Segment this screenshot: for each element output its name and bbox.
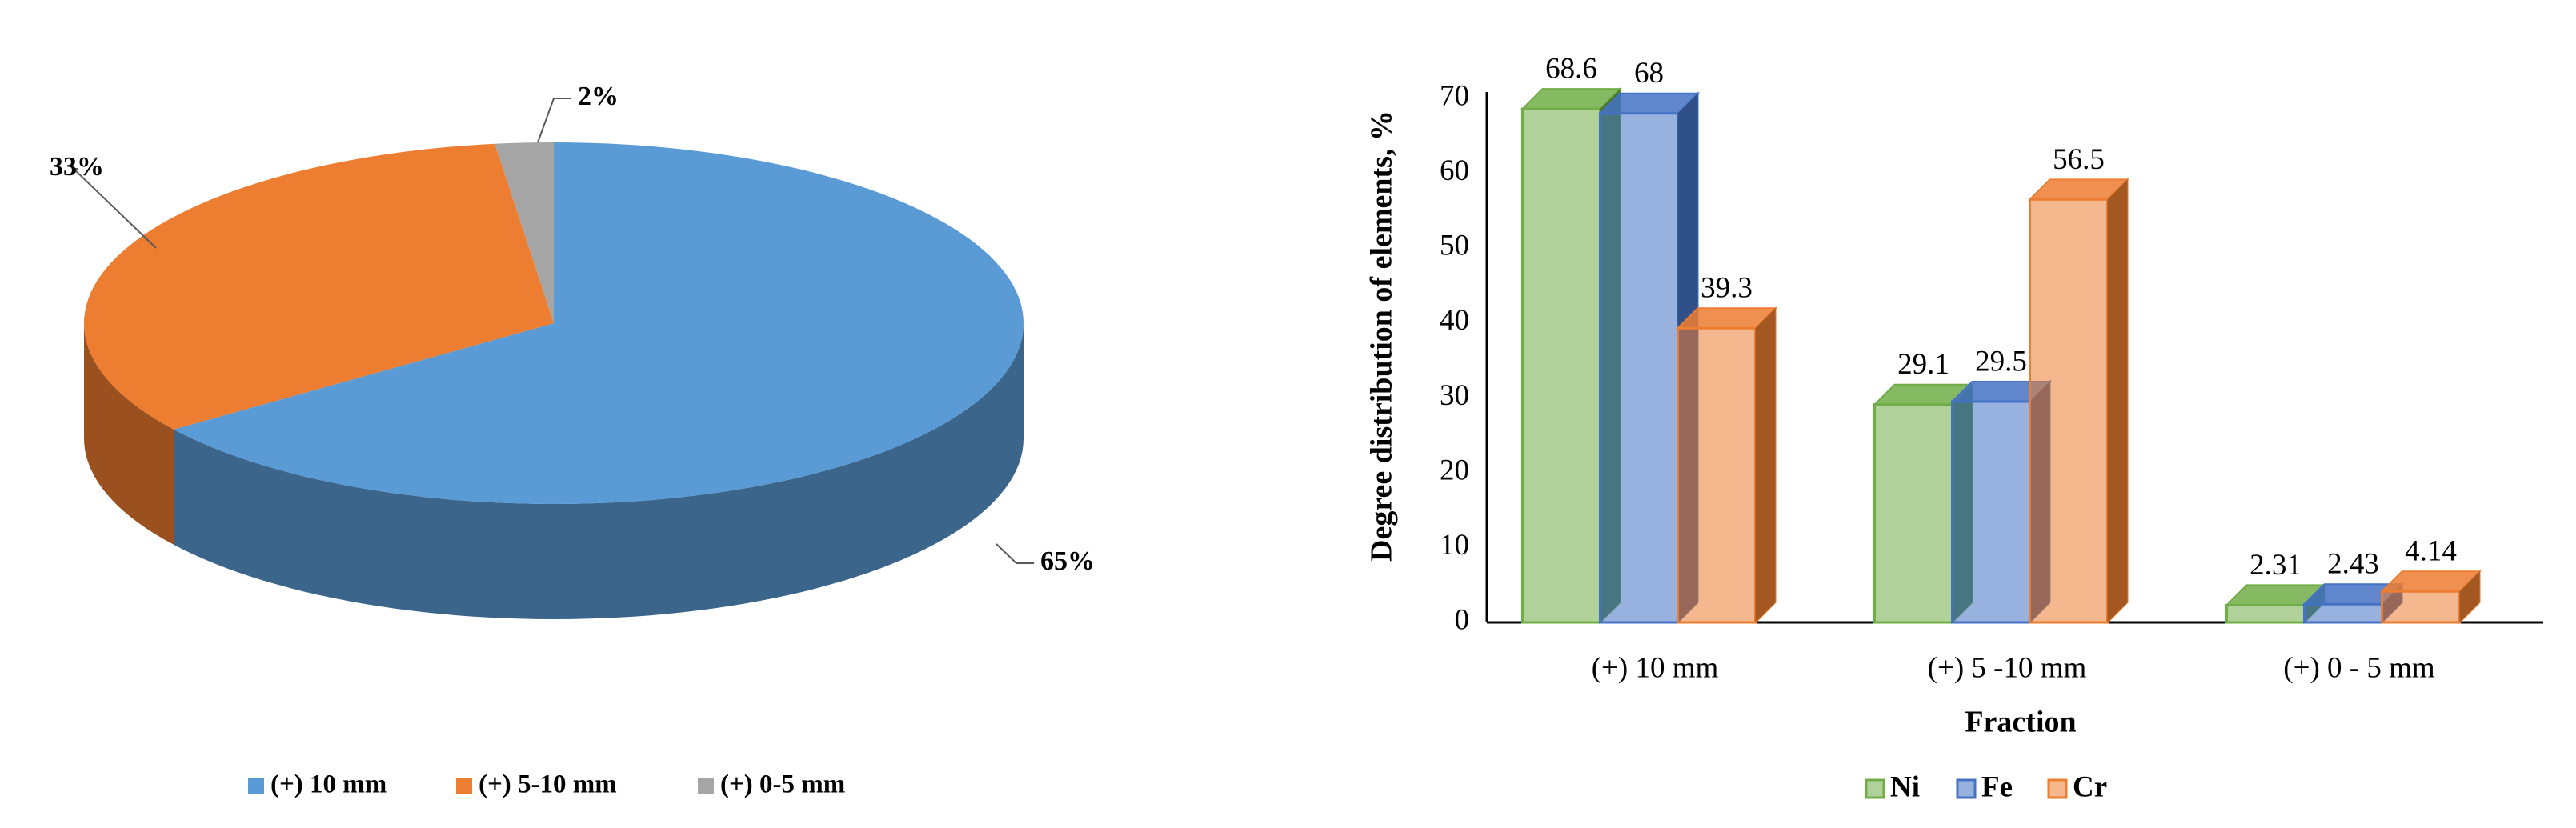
pie-slice (495, 142, 554, 323)
data-label: 39.3 (1701, 272, 1753, 305)
pie-side (84, 323, 174, 545)
bar (1521, 107, 1601, 624)
bar (1677, 326, 1757, 624)
legend-swatch (1956, 778, 1977, 799)
data-label: 68 (1634, 57, 1664, 90)
bar-side-shade (1755, 308, 1776, 622)
legend-label: (+) 5-10 mm (479, 770, 617, 799)
legend-label: Ni (1890, 770, 1920, 803)
pie-side (174, 323, 1024, 619)
data-label: 29.1 (1897, 348, 1949, 381)
y-tick-label: 40 (1440, 304, 1469, 337)
bar-side (2458, 569, 2481, 625)
y-axis-label: Degree distribution of elements, % (1365, 110, 1399, 562)
data-label: 4.14 (2405, 535, 2457, 568)
data-label: 56.5 (2053, 143, 2105, 176)
legend-label: (+) 10 mm (270, 770, 387, 799)
pie-side-shade (84, 323, 174, 545)
x-tick-label: (+) 10 mm (1592, 651, 1719, 684)
legend-swatch (456, 778, 472, 794)
bar (2381, 590, 2461, 624)
data-label: 33% (50, 152, 104, 182)
bar (2303, 602, 2383, 624)
pie-side-shade (174, 323, 1024, 619)
legend-swatch (2047, 778, 2068, 799)
legend-label: (+) 0-5 mm (720, 770, 845, 799)
x-tick-label: (+) 0 - 5 mm (2283, 651, 2435, 684)
y-tick-label: 0 (1455, 603, 1470, 636)
bar (1873, 403, 1953, 624)
data-label: 65% (1040, 546, 1095, 576)
y-tick-label: 10 (1440, 529, 1469, 562)
leader-line (996, 543, 1034, 564)
x-tick-label: (+) 5 -10 mm (1928, 651, 2087, 684)
bar (2225, 603, 2306, 624)
bar-side-shade (2107, 179, 2128, 623)
bar-side (1754, 306, 1777, 625)
bar-side-shade (2459, 571, 2480, 622)
leader-line (537, 98, 571, 143)
data-label: 2.31 (2249, 549, 2302, 582)
legend-swatch (698, 778, 714, 794)
y-tick-label: 20 (1440, 454, 1469, 486)
legend-label: Cr (2073, 770, 2107, 803)
data-label: 2% (578, 82, 619, 111)
data-label: 68.6 (1545, 53, 1597, 86)
y-tick-label: 30 (1440, 379, 1469, 412)
bar-side (2106, 177, 2129, 625)
y-tick-label: 60 (1440, 154, 1469, 187)
bar (2029, 198, 2109, 624)
y-tick-label: 70 (1440, 79, 1469, 112)
pie-slice (174, 142, 1024, 504)
data-label: 29.5 (1975, 345, 2027, 378)
pie-slice (84, 143, 554, 430)
y-tick-label: 50 (1440, 230, 1469, 262)
bar (1599, 112, 1679, 624)
bar (1951, 400, 2031, 624)
legend-swatch (1865, 778, 1885, 799)
legend-label: Fe (1981, 770, 2013, 803)
legend-swatch (248, 778, 264, 794)
x-axis-label: Fraction (1965, 706, 2076, 739)
leader-line (71, 168, 157, 249)
data-label: 2.43 (2327, 548, 2379, 581)
